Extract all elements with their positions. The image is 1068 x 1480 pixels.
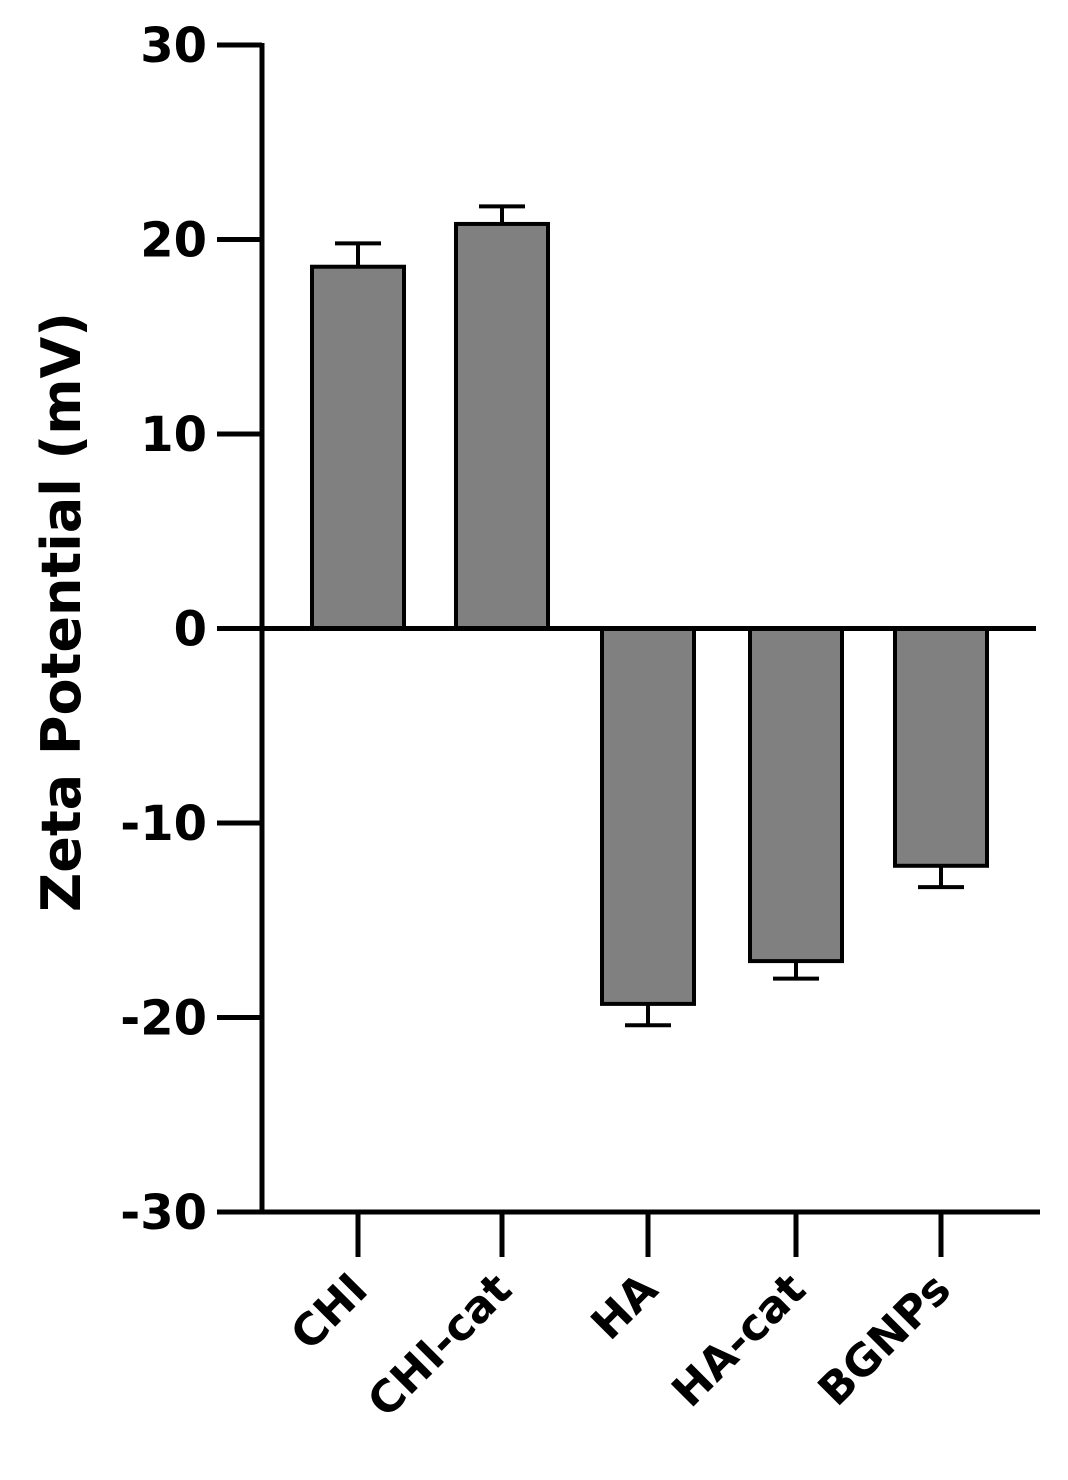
y-ticks-group: 30 20 10 0 -10 -20 -30 [120, 18, 262, 1241]
bars-group [310, 221, 989, 1006]
y-tick-label: -30 [120, 1185, 207, 1241]
y-tick-label: 0 [174, 602, 207, 658]
bar-chi-cat [454, 221, 550, 631]
error-bars-group [335, 204, 964, 1028]
bar-chi [310, 264, 406, 631]
y-axis-title: Zeta Potential (mV) [30, 312, 93, 912]
x-category-label: CHI-cat [358, 1264, 522, 1428]
y-tick-label: -10 [120, 796, 207, 852]
y-tick-label: -20 [120, 991, 207, 1047]
x-category-label: CHI [281, 1264, 378, 1361]
x-category-label: HA-cat [662, 1264, 815, 1417]
axes-group [259, 43, 1040, 1215]
x-category-label: HA [582, 1264, 668, 1350]
y-tick-label: 30 [140, 18, 207, 74]
x-category-label: BGNPs [809, 1264, 961, 1416]
bar-bgnps [893, 626, 989, 868]
y-tick-label: 10 [140, 407, 207, 463]
bar-ha-cat [748, 626, 844, 964]
bar-ha [600, 626, 696, 1006]
y-tick-label: 20 [140, 213, 207, 269]
